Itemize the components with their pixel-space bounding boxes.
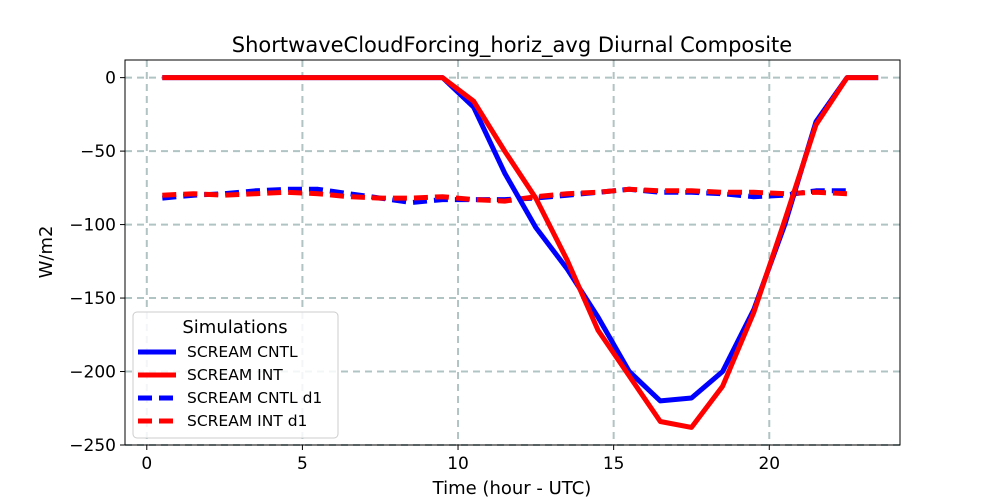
legend-label: SCREAM INT [187, 366, 283, 384]
series-line-scream-int [162, 75, 879, 430]
legend-label: SCREAM CNTL [187, 343, 298, 361]
legend-label: SCREAM CNTL d1 [187, 389, 322, 407]
y-axis: 0 −50 −100 −150 −200 −250 [69, 69, 125, 456]
x-tick-label: 20 [758, 454, 780, 474]
x-tick-label: 5 [297, 454, 308, 474]
y-tick-label: −150 [69, 289, 116, 309]
y-tick-label: −50 [80, 142, 116, 162]
y-tick-label: −200 [69, 363, 116, 383]
y-tick-label: −100 [69, 216, 116, 236]
x-axis: 0 5 10 15 20 [141, 445, 780, 474]
x-tick-label: 0 [141, 454, 152, 474]
x-tick-label: 15 [603, 454, 625, 474]
chart-title: ShortwaveCloudForcing_horiz_avg Diurnal … [232, 33, 792, 58]
plot-frame [124, 59, 901, 446]
series-line-scream-int-d1 [162, 186, 848, 204]
legend-box [132, 311, 339, 439]
y-axis-label: W/m2 [36, 226, 57, 279]
x-tick-label: 10 [447, 454, 469, 474]
x-axis-label: Time (hour - UTC) [432, 478, 592, 499]
legend: Simulations SCREAM CNTL SCREAM INT SCREAM … [132, 311, 339, 439]
legend-label: SCREAM INT d1 [187, 412, 307, 430]
legend-title: Simulations [182, 317, 287, 338]
series-lines [162, 75, 879, 430]
y-tick-label: 0 [105, 69, 116, 89]
y-tick-label: −250 [69, 436, 116, 456]
